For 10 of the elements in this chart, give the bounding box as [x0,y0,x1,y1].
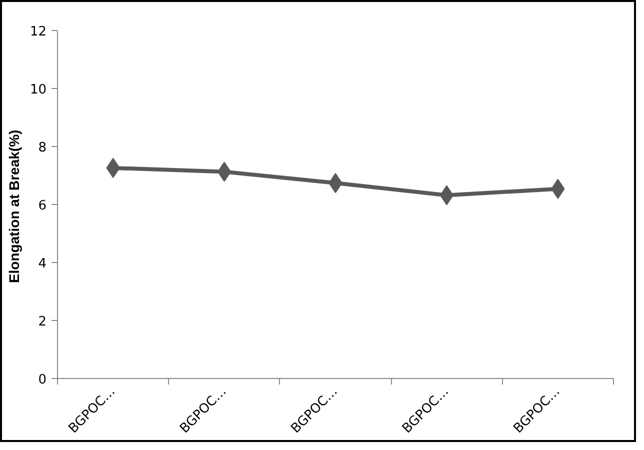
y-tick-label: 0 [38,372,47,388]
y-axis-title: Elongation at Break(%) [6,130,22,284]
y-tick-label: 12 [30,24,47,40]
y-tick-label: 4 [38,256,47,272]
y-tick-label: 6 [38,198,47,214]
y-tick-label: 10 [30,82,47,98]
y-tick-label: 8 [38,140,47,156]
point [440,185,454,206]
point [217,162,232,182]
y-tick-label: 2 [38,314,47,330]
